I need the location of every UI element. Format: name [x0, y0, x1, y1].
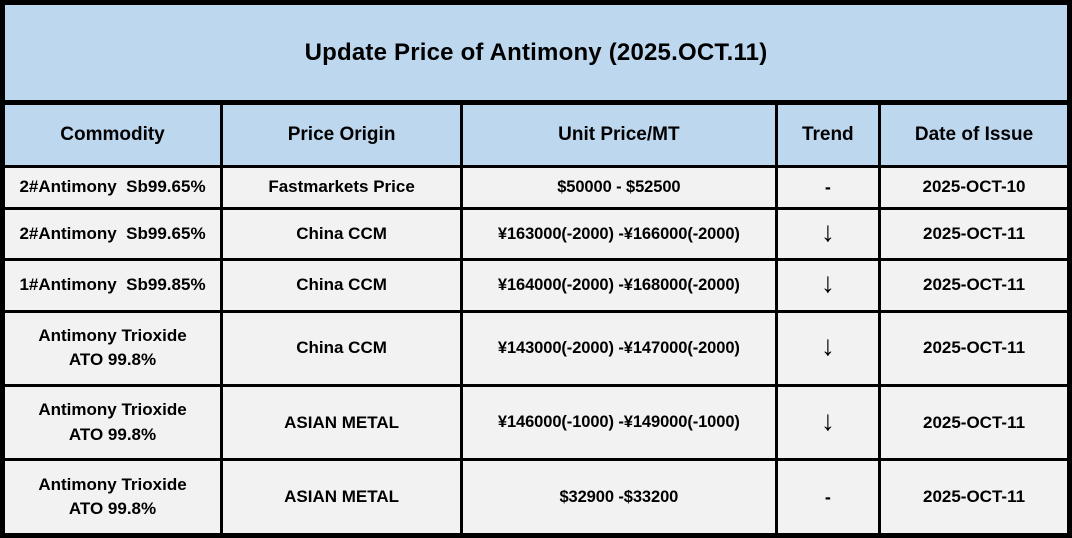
table-header-row: Commodity Price Origin Unit Price/MT Tre…: [0, 101, 1071, 168]
cell-unit-price: $50000 - $52500: [460, 165, 778, 210]
cell-unit-price: ¥163000(-2000) -¥166000(-2000): [460, 206, 778, 262]
title-row: Update Price of Antimony (2025.OCT.11): [1, 1, 1071, 105]
cell-commodity: Antimony Trioxide ATO 99.8%: [0, 309, 224, 388]
column-header-unit-price: Unit Price/MT: [460, 101, 778, 168]
table-row: Antimony Trioxide ATO 99.8% ASIAN METAL …: [0, 458, 1071, 537]
cell-commodity: 2#Antimony Sb99.65%: [0, 206, 224, 262]
cell-commodity: 2#Antimony Sb99.65%: [0, 165, 224, 210]
cell-trend: ↓: [774, 309, 882, 388]
cell-trend: ↓: [774, 206, 882, 262]
table-row: 1#Antimony Sb99.85% China CCM ¥164000(-2…: [0, 258, 1071, 313]
cell-price-origin: ASIAN METAL: [220, 458, 464, 537]
cell-unit-price: ¥164000(-2000) -¥168000(-2000): [460, 258, 778, 313]
table-row: Antimony Trioxide ATO 99.8% China CCM ¥1…: [0, 309, 1071, 388]
cell-date-of-issue: 2025-OCT-11: [878, 206, 1071, 262]
column-header-trend: Trend: [774, 101, 882, 168]
column-header-commodity: Commodity: [0, 101, 224, 168]
cell-commodity: 1#Antimony Sb99.85%: [0, 258, 224, 313]
table-row: 2#Antimony Sb99.65% China CCM ¥163000(-2…: [0, 206, 1071, 262]
cell-unit-price: ¥146000(-1000) -¥149000(-1000): [460, 384, 778, 462]
cell-date-of-issue: 2025-OCT-11: [878, 309, 1071, 388]
cell-commodity: Antimony Trioxide ATO 99.8%: [0, 384, 224, 462]
cell-trend: ↓: [774, 384, 882, 462]
table-row: Antimony Trioxide ATO 99.8% ASIAN METAL …: [0, 384, 1071, 462]
cell-price-origin: China CCM: [220, 258, 464, 313]
cell-date-of-issue: 2025-OCT-11: [878, 258, 1071, 313]
cell-unit-price: $32900 -$33200: [460, 458, 778, 537]
cell-date-of-issue: 2025-OCT-11: [878, 384, 1071, 462]
cell-price-origin: ASIAN METAL: [220, 384, 464, 462]
column-header-date-of-issue: Date of Issue: [878, 101, 1071, 168]
cell-trend: ↓: [774, 258, 882, 313]
cell-trend: -: [774, 165, 882, 210]
column-header-price-origin: Price Origin: [220, 101, 464, 168]
cell-price-origin: Fastmarkets Price: [220, 165, 464, 210]
cell-date-of-issue: 2025-OCT-10: [878, 165, 1071, 210]
page-title: Update Price of Antimony (2025.OCT.11): [1, 1, 1071, 105]
table-row: 2#Antimony Sb99.65% Fastmarkets Price $5…: [0, 165, 1071, 210]
cell-trend: -: [774, 458, 882, 537]
cell-commodity: Antimony Trioxide ATO 99.8%: [0, 458, 224, 537]
cell-date-of-issue: 2025-OCT-11: [878, 458, 1071, 537]
cell-price-origin: China CCM: [220, 309, 464, 388]
cell-unit-price: ¥143000(-2000) -¥147000(-2000): [460, 309, 778, 388]
cell-price-origin: China CCM: [220, 206, 464, 262]
